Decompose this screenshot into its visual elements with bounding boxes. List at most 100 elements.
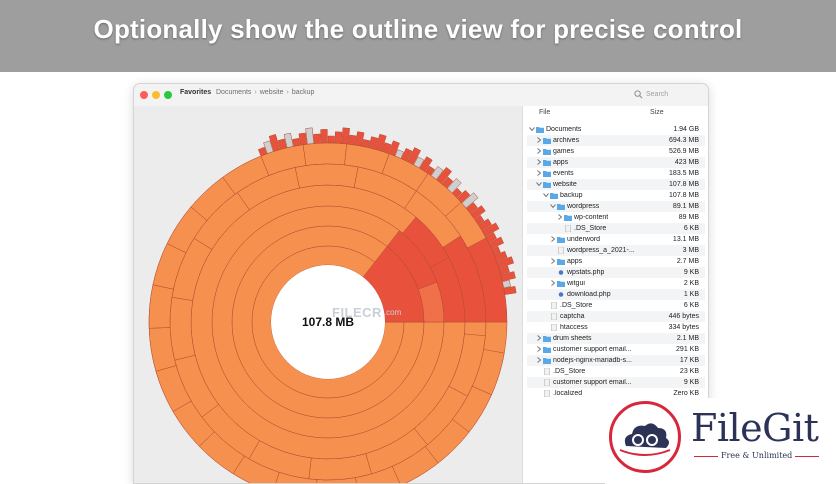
sunburst-center[interactable] (271, 265, 385, 379)
row-size: 694.3 MB (669, 137, 699, 144)
folder-icon (550, 192, 558, 199)
row-name: games (553, 148, 575, 155)
search-field[interactable]: Search (634, 88, 704, 101)
sunburst-segment[interactable] (294, 163, 359, 189)
row-size: 3 MB (682, 247, 699, 254)
breadcrumb: Documents › website › backup (216, 89, 314, 96)
outline-row[interactable]: underword 13.1 MB (527, 234, 705, 245)
row-size: 526.9 MB (669, 148, 699, 155)
row-size: 2.7 MB (676, 258, 699, 265)
disclosure-collapsed-icon[interactable] (536, 346, 542, 352)
disclosure-expanded-icon[interactable] (536, 181, 542, 187)
outline-row[interactable]: Documents 1.94 GB (527, 124, 705, 135)
sunburst-segment[interactable] (503, 286, 517, 295)
disclosure-collapsed-icon[interactable] (536, 170, 542, 176)
outline-row[interactable]: nodejs-nginx-mariadb-s... 17 KB (527, 355, 705, 366)
outline-row[interactable]: wpstats.php 9 KB (527, 267, 705, 278)
sunburst-segment[interactable] (302, 142, 347, 166)
disclosure-collapsed-icon[interactable] (536, 137, 542, 143)
outline-row[interactable]: .DS_Store 6 KB (527, 223, 705, 234)
breadcrumb-separator: › (254, 89, 257, 96)
row-size: 17 KB (679, 357, 699, 364)
outline-row[interactable]: wordpress 89.1 MB (527, 201, 705, 212)
outline-row[interactable]: download.php 1 KB (527, 289, 705, 300)
zoom-window-button[interactable] (164, 91, 172, 99)
outline-row[interactable]: htaccess 334 bytes (527, 322, 705, 333)
column-header-size[interactable]: Size (650, 109, 664, 116)
disclosure-collapsed-icon[interactable] (536, 148, 542, 154)
outline-row[interactable]: events 183.5 MB (527, 168, 705, 179)
outline-row[interactable]: customer support email... 291 KB (527, 344, 705, 355)
disclosure-expanded-icon[interactable] (529, 126, 535, 132)
outline-rows: Documents 1.94 GB archives 694.3 MB games 526… (527, 124, 705, 399)
outline-row[interactable]: apps 423 MB (527, 157, 705, 168)
folder-icon (557, 236, 565, 243)
close-window-button[interactable] (140, 91, 148, 99)
sunburst-segment[interactable] (327, 135, 335, 144)
outline-row[interactable]: games 526.9 MB (527, 146, 705, 157)
outline-row[interactable]: .DS_Store 6 KB (527, 300, 705, 311)
folder-icon (557, 280, 565, 287)
sunburst-segment[interactable] (305, 127, 314, 145)
outline-row[interactable]: witgui 2 KB (527, 278, 705, 289)
outline-row[interactable]: wordpress_a_2021-... 3 MB (527, 245, 705, 256)
outline-row[interactable]: wp-content 89 MB (527, 212, 705, 223)
disclosure-expanded-icon[interactable] (550, 203, 556, 209)
row-size: 1 KB (683, 291, 699, 298)
sunburst-segment[interactable] (292, 138, 301, 147)
outline-row[interactable]: customer support email... 9 KB (527, 377, 705, 388)
outline-row[interactable]: .DS_Store 23 KB (527, 366, 705, 377)
breadcrumb-website[interactable]: website (259, 89, 284, 96)
sunburst-segment[interactable] (341, 127, 350, 145)
sunburst-segment[interactable] (496, 256, 514, 269)
sunburst-segment[interactable] (313, 133, 321, 144)
folder-icon (543, 335, 551, 342)
outline-row[interactable]: drum sheets 2.1 MB (527, 333, 705, 344)
sunburst-segment[interactable] (298, 132, 308, 146)
column-header-file[interactable]: File (539, 109, 551, 116)
disclosure-collapsed-icon[interactable] (550, 236, 556, 242)
disclosure-collapsed-icon[interactable] (557, 214, 563, 220)
row-size: 13.1 MB (672, 236, 699, 243)
minimize-window-button[interactable] (152, 91, 160, 99)
sunburst-segment[interactable] (169, 296, 196, 361)
row-size: 291 KB (676, 346, 699, 353)
sunburst-segment[interactable] (493, 250, 508, 262)
sunburst-segment[interactable] (348, 134, 357, 146)
sunburst-segment[interactable] (404, 190, 461, 248)
sunburst-segment[interactable] (498, 265, 510, 275)
sunburst-chart[interactable]: 107.8 MB (134, 106, 522, 484)
sunburst-segment[interactable] (491, 246, 501, 256)
row-name: apps (553, 159, 569, 166)
sunburst-segment[interactable] (334, 131, 343, 144)
favorites-label[interactable]: Favorites (180, 89, 212, 96)
disclosure-collapsed-icon[interactable] (550, 258, 556, 264)
row-name: .DS_Store (553, 368, 586, 375)
row-name: download.php (567, 291, 611, 298)
watermark-suffix: .com (383, 308, 402, 317)
folder-icon (557, 258, 565, 265)
outline-row[interactable]: backup 107.8 MB (527, 190, 705, 201)
folder-icon (543, 170, 551, 177)
sunburst-segment[interactable] (488, 236, 505, 249)
disclosure-collapsed-icon[interactable] (550, 280, 556, 286)
filecr-watermark: FILECR .com (332, 305, 401, 320)
sunburst-segment[interactable] (502, 279, 511, 289)
outline-row[interactable]: apps 2.7 MB (527, 256, 705, 267)
outline-row[interactable]: archives 694.3 MB (527, 135, 705, 146)
disclosure-collapsed-icon[interactable] (536, 357, 542, 363)
breadcrumb-documents[interactable]: Documents (216, 89, 252, 96)
disclosure-collapsed-icon[interactable] (536, 335, 542, 341)
sunburst-segment[interactable] (320, 129, 328, 144)
disclosure-expanded-icon[interactable] (543, 192, 549, 198)
folder-icon (564, 214, 572, 221)
outline-row[interactable]: website 107.8 MB (527, 179, 705, 190)
row-name: .DS_Store (574, 225, 607, 232)
outline-row[interactable]: .localized Zero KB (527, 388, 705, 399)
outline-row[interactable]: captcha 446 bytes (527, 311, 705, 322)
search-icon (634, 90, 643, 99)
file-icon (550, 312, 558, 321)
sunburst-segment[interactable] (500, 271, 516, 282)
breadcrumb-backup[interactable]: backup (291, 89, 315, 96)
disclosure-collapsed-icon[interactable] (536, 159, 542, 165)
